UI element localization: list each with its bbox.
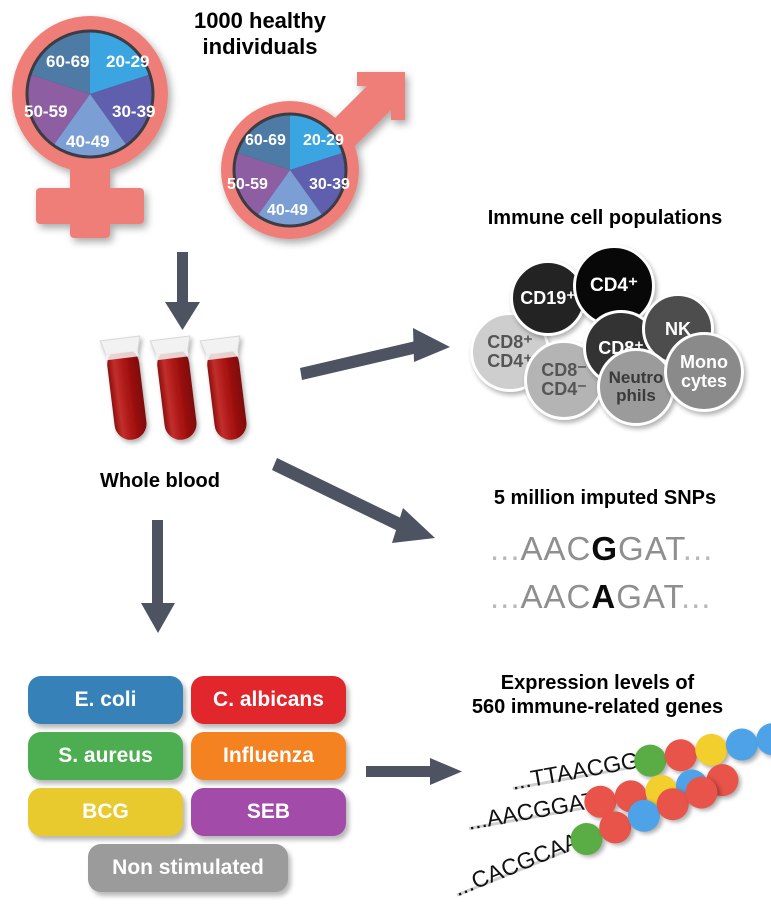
expression-strands: ...TTAACGG ...AACGGAT ...CACGCAA xyxy=(450,720,771,901)
snp-prefix: ... xyxy=(490,530,521,567)
snp-variant-base: G xyxy=(591,530,619,567)
snp-suffix: ... xyxy=(682,530,714,567)
stimulus-s-aureus[interactable]: S. aureus xyxy=(28,732,183,780)
expression-bead xyxy=(753,720,771,758)
male-symbol-graphic xyxy=(221,72,405,239)
stimulus-label: SEB xyxy=(246,800,291,823)
immune-cell-label: NK xyxy=(665,318,691,339)
stimulus-influenza[interactable]: Influenza xyxy=(191,732,346,780)
expression-bead xyxy=(723,725,761,764)
immune-cell-cd4p: CD4⁺ xyxy=(573,245,655,327)
stimulus-c-albicans[interactable]: C. albicans xyxy=(191,676,346,724)
expression-bead xyxy=(692,731,730,769)
section-title-expression: Expression levels of 560 immune-related … xyxy=(471,672,724,718)
immune-cell-cluster: CD8⁺ CD4⁺ CD19⁺ CD4⁺ CD8⁻ CD4⁻ CD8⁺ NK N… xyxy=(470,240,760,426)
snp-prefix: ... xyxy=(490,578,521,615)
male-symbol: 20-29 30-39 40-49 50-59 60-69 xyxy=(205,70,420,260)
immune-cell-monocytes: Mono cytes xyxy=(664,332,744,412)
stimulus-bcg[interactable]: BCG xyxy=(28,788,183,836)
male-age-pie xyxy=(235,115,345,225)
section-title-snps: 5 million imputed SNPs xyxy=(493,487,717,509)
arrow-cohort-to-blood xyxy=(165,252,200,330)
arrow-blood-to-snps xyxy=(272,458,435,543)
female-age-pie xyxy=(28,32,152,156)
immune-cell-label: Mono cytes xyxy=(680,352,728,391)
snp-sequence-row: ...AACGGAT... xyxy=(490,530,713,568)
section-title-immune-cells: Immune cell populations xyxy=(487,207,723,229)
snp-right-bases: GAT xyxy=(616,578,681,615)
stimulus-e-coli[interactable]: E. coli xyxy=(28,676,183,724)
immune-cell-neutrophils: Neutro phils xyxy=(597,348,675,426)
snp-left-bases: AAC xyxy=(520,530,592,567)
stimulus-label: BCG xyxy=(82,800,129,823)
label-whole-blood: Whole blood xyxy=(100,470,220,492)
immune-cell-label: CD4⁺ xyxy=(589,275,639,297)
arrow-blood-to-stimuli xyxy=(141,520,175,633)
snp-left-bases: AAC xyxy=(520,578,592,615)
arrow-stimuli-to-expression xyxy=(366,758,462,785)
snp-variant-base: A xyxy=(591,578,617,615)
snp-suffix: ... xyxy=(680,578,712,615)
snp-sequences: ...AACGGAT... ...AACAGAT... xyxy=(490,530,750,620)
immune-cell-label: CD19⁺ xyxy=(520,287,576,308)
immune-cell-label: CD8⁻ CD4⁻ xyxy=(541,360,587,399)
blood-tubes xyxy=(95,330,275,460)
stimulus-label: E. coli xyxy=(74,688,137,711)
stimulus-label: S. aureus xyxy=(58,744,153,767)
stimulus-label: C. albicans xyxy=(213,688,324,711)
blood-tubes-graphic xyxy=(99,335,247,440)
snp-right-bases: GAT xyxy=(618,530,683,567)
immune-cell-label: CD8⁺ CD4⁺ xyxy=(487,332,533,371)
stimulus-non-stimulated[interactable]: Non stimulated xyxy=(88,844,288,892)
snp-sequence-row: ...AACAGAT... xyxy=(490,578,711,616)
stimuli-panel: E. coli C. albicans S. aureus Influenza … xyxy=(28,676,348,892)
female-symbol-graphic xyxy=(12,16,168,238)
stimulus-label: Influenza xyxy=(222,744,314,767)
page-title-cohort: 1000 healthy individuals xyxy=(193,8,327,59)
female-symbol: 20-29 30-39 40-49 50-59 60-69 xyxy=(8,12,208,252)
expression-bead xyxy=(662,736,700,774)
immune-cell-label: Neutro phils xyxy=(608,368,664,405)
stimulus-seb[interactable]: SEB xyxy=(191,788,346,836)
strand-sequence: ...CACGCAA xyxy=(449,827,583,902)
immune-cell-cd19p: CD19⁺ xyxy=(510,260,586,336)
arrow-blood-to-immune xyxy=(300,328,450,380)
stimulus-label: Non stimulated xyxy=(112,856,264,879)
